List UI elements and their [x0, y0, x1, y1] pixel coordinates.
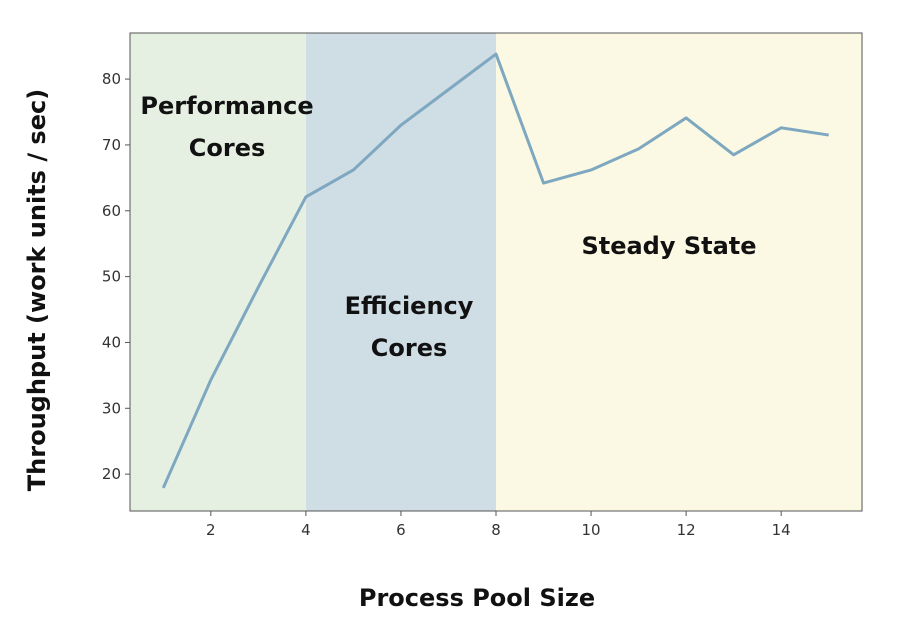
x-tick-label: 2: [206, 521, 216, 539]
y-tick-label: 60: [102, 202, 121, 220]
axis-ticks: 2 4 6 8 10 12 14 20 30 40 50 60 70 80: [102, 70, 791, 539]
region-label: Steady State: [581, 232, 756, 260]
x-tick-label: 6: [396, 521, 406, 539]
y-tick-label: 30: [102, 399, 121, 417]
region-label: Cores: [371, 334, 448, 362]
region-annotations: Performance Cores Efficiency Cores Steady St…: [140, 92, 756, 362]
x-tick-label: 12: [677, 521, 696, 539]
x-tick-label: 4: [301, 521, 311, 539]
region-1: [305, 33, 496, 511]
y-tick-label: 50: [102, 268, 121, 286]
region-0: [130, 33, 306, 511]
y-axis-label: Throughput (work units / sec): [23, 89, 51, 491]
y-tick-label: 40: [102, 333, 121, 351]
region-label: Efficiency: [345, 292, 474, 320]
y-tick-label: 70: [102, 136, 121, 154]
x-tick-label: 10: [582, 521, 601, 539]
x-tick-label: 8: [491, 521, 501, 539]
y-tick-label: 80: [102, 70, 121, 88]
x-axis-label: Process Pool Size: [359, 584, 595, 612]
y-tick-label: 20: [102, 465, 121, 483]
region-label: Performance: [140, 92, 313, 120]
x-tick-label: 14: [772, 521, 791, 539]
series-line-group: [161, 52, 829, 489]
shaded-regions: [130, 33, 862, 511]
region-label: Cores: [189, 134, 266, 162]
region-2: [496, 33, 862, 511]
